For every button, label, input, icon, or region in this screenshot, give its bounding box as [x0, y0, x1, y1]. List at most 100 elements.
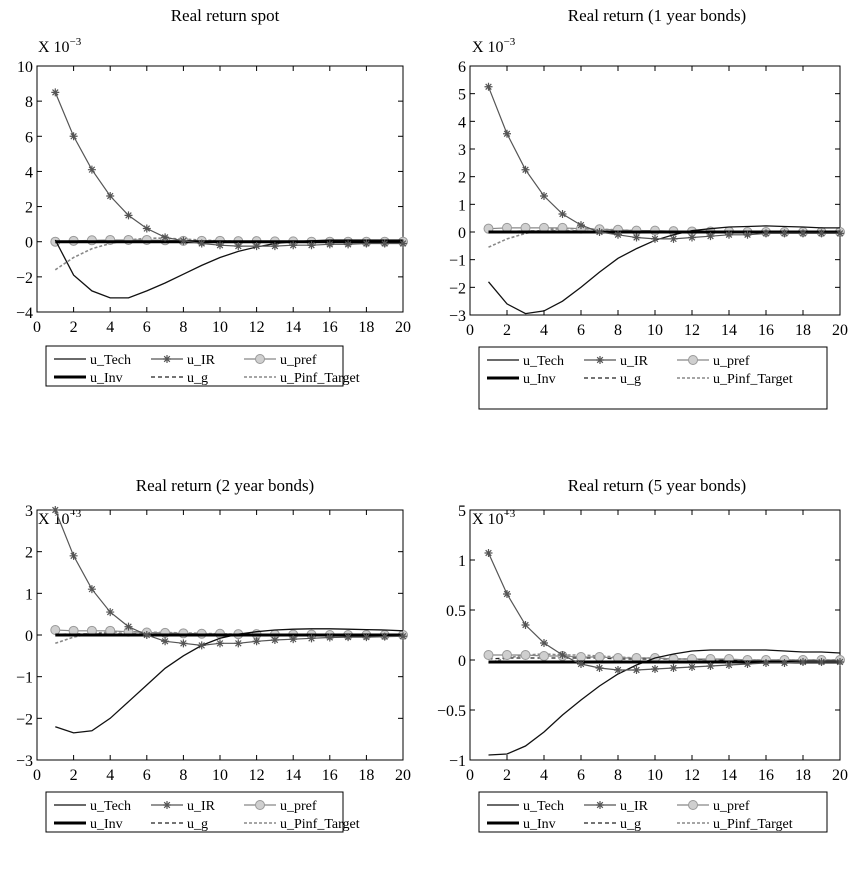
data-point-u-ir	[362, 633, 371, 642]
data-point-u-ir	[124, 211, 133, 220]
x-tick-label: 4	[540, 767, 548, 784]
legend: u_Tech u_IR u_pref u_Inv u_g u_Pinf_Target	[45, 345, 360, 387]
data-point-u-ir	[252, 242, 261, 251]
data-point-u-ir	[503, 590, 511, 598]
legend-marker-circle	[688, 355, 698, 365]
data-point-u-ir	[51, 506, 60, 514]
data-point-u-ir	[836, 229, 844, 238]
axis-multiplier: X 10−3	[472, 508, 516, 528]
x-tick-label: 8	[614, 767, 622, 784]
data-point-u-ir	[179, 236, 188, 245]
data-point-u-ir	[706, 662, 715, 670]
legend-label: u_Pinf_Target	[713, 817, 793, 832]
x-tick-label: 14	[721, 322, 737, 339]
y-tick-label: −0.5	[437, 703, 466, 720]
y-tick-label: 8	[25, 94, 33, 111]
data-point-u-ir	[270, 242, 279, 251]
x-tick-label: 16	[758, 322, 774, 339]
data-point-u-ir	[743, 230, 752, 239]
data-point-u-ir	[307, 634, 316, 643]
legend-label: u_g	[187, 371, 208, 386]
data-point-u-ir	[344, 240, 353, 249]
y-tick-label: 6	[25, 129, 33, 146]
data-point-u-ir	[521, 165, 530, 174]
legend-label: u_g	[620, 372, 641, 387]
legend-marker-star	[163, 355, 171, 363]
chart-title: Real return (2 year bonds)	[136, 476, 314, 495]
data-point-u-ir	[669, 234, 678, 243]
series-line-u-ir	[54, 509, 404, 647]
x-tick-label: 0	[466, 767, 474, 784]
data-point-u-ir	[817, 229, 826, 238]
x-tick-label: 18	[795, 767, 811, 784]
legend-label: u_pref	[713, 354, 750, 369]
x-tick-label: 2	[70, 767, 78, 784]
data-point-u-ir	[399, 239, 407, 248]
data-point-u-ir	[484, 549, 493, 557]
y-tick-label: −3	[449, 308, 466, 325]
data-point-u-ir	[799, 229, 807, 238]
y-tick-label: 2	[458, 170, 466, 187]
y-tick-label: 4	[458, 114, 466, 131]
data-point-u-ir	[197, 641, 206, 650]
y-tick-label: −1	[449, 253, 466, 270]
data-point-u-ir	[87, 165, 96, 174]
x-tick-label: 8	[179, 767, 187, 784]
legend-marker-circle	[255, 800, 265, 810]
data-point-u-ir	[106, 608, 115, 617]
x-tick-label: 10	[647, 322, 663, 339]
data-point-u-ir	[725, 230, 733, 239]
x-tick-label: 16	[322, 767, 338, 784]
legend-label: u_g	[187, 817, 208, 832]
x-tick-label: 12	[249, 767, 265, 784]
data-point-u-ir	[344, 633, 353, 642]
data-point-u-pref	[50, 625, 61, 635]
axis-multiplier-exponent: −3	[504, 36, 516, 48]
data-point-u-ir	[69, 132, 78, 141]
x-tick-label: 10	[212, 319, 228, 336]
x-tick-label: 16	[758, 767, 774, 784]
y-tick-label: −4	[16, 305, 33, 322]
y-tick-label: 0	[25, 628, 33, 645]
x-tick-label: 10	[647, 767, 663, 784]
legend-frame	[45, 345, 344, 387]
data-point-u-pref	[594, 652, 605, 662]
data-point-u-ir	[595, 664, 604, 672]
chart-title: Real return (5 year bonds)	[568, 476, 746, 495]
data-point-u-ir	[142, 631, 151, 639]
data-point-u-ir	[51, 88, 60, 97]
series-line-u-tech	[488, 649, 841, 756]
data-point-u-pref	[502, 650, 512, 660]
x-tick-label: 16	[322, 319, 338, 336]
legend-frame	[478, 791, 828, 833]
legend-label: u_Inv	[523, 817, 556, 832]
plot-frame	[469, 65, 841, 316]
x-tick-label: 4	[540, 322, 548, 339]
legend-label: u_Tech	[523, 354, 564, 369]
data-point-u-ir	[270, 636, 279, 644]
data-point-u-ir	[87, 585, 96, 594]
data-point-u-ir	[252, 637, 261, 646]
data-point-u-ir	[688, 663, 696, 671]
data-point-u-ir	[234, 242, 243, 251]
data-point-u-ir	[307, 241, 316, 250]
y-tick-label: −1	[449, 753, 466, 770]
x-tick-label: 12	[684, 767, 700, 784]
data-point-u-ir	[142, 224, 151, 233]
axis-multiplier-exponent: −3	[70, 36, 82, 48]
legend-label: u_pref	[713, 799, 750, 814]
data-point-u-ir	[743, 660, 752, 668]
data-point-u-ir	[216, 639, 224, 648]
data-point-u-ir	[669, 664, 678, 672]
legend-marker-circle	[255, 354, 265, 364]
x-tick-label: 12	[249, 319, 265, 336]
x-tick-label: 6	[577, 767, 585, 784]
plot-frame	[469, 509, 841, 761]
data-point-u-pref	[539, 651, 549, 661]
x-tick-label: 4	[106, 319, 114, 336]
y-tick-label: 10	[17, 59, 33, 76]
x-tick-label: 18	[358, 767, 374, 784]
legend-label: u_Pinf_Target	[280, 817, 360, 832]
legend-label: u_g	[620, 817, 641, 832]
y-tick-label: 1	[25, 586, 33, 603]
